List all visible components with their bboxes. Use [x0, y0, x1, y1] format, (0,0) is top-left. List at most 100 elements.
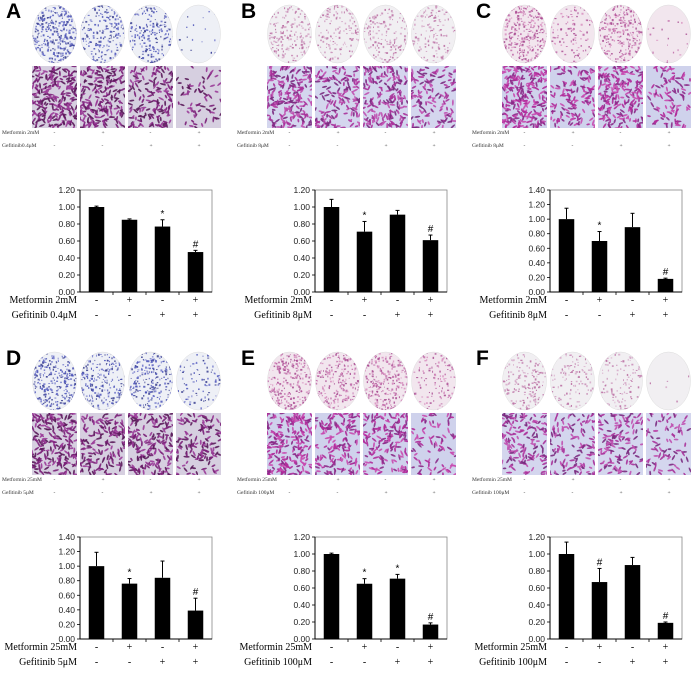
colony [373, 18, 375, 19]
colony [573, 33, 575, 34]
colony [33, 402, 34, 403]
colony [510, 58, 511, 59]
colony [297, 36, 298, 37]
colony [55, 367, 56, 368]
colony [287, 36, 288, 37]
colony [67, 408, 68, 409]
colony [339, 37, 341, 39]
colony [535, 60, 536, 62]
colony [115, 24, 117, 26]
colony [157, 49, 159, 50]
significance-mark: # [428, 224, 434, 235]
colony [47, 50, 49, 52]
colony [620, 17, 622, 18]
colony [538, 7, 539, 8]
colony [152, 32, 154, 34]
colony [43, 43, 44, 44]
colony [540, 51, 541, 52]
colony [143, 32, 144, 33]
colony [54, 12, 55, 13]
colony [519, 57, 520, 59]
colony [333, 41, 335, 42]
y-tick-label: 1.00 [528, 214, 545, 224]
colony [510, 60, 512, 62]
colony [517, 12, 519, 13]
colony [53, 366, 54, 368]
colony [55, 39, 57, 41]
colony [122, 61, 124, 63]
image-row-label: Metformin 2mM [2, 130, 39, 136]
colony [622, 54, 624, 56]
colony [430, 30, 431, 32]
colony [623, 59, 625, 61]
colony [326, 47, 327, 48]
colony [404, 35, 406, 37]
colony [539, 46, 541, 48]
colony [624, 22, 625, 23]
colony [389, 24, 390, 26]
colony [111, 10, 113, 11]
colony [89, 41, 91, 42]
colony [66, 7, 67, 9]
colony [33, 53, 35, 55]
colony [385, 39, 386, 41]
colony [442, 62, 443, 64]
colony [633, 33, 634, 34]
colony [118, 33, 120, 34]
colony [553, 22, 554, 24]
colony [295, 44, 297, 46]
colony [424, 12, 426, 13]
colony [116, 50, 118, 51]
colony [141, 36, 143, 37]
colony [64, 390, 65, 391]
colony [50, 29, 52, 31]
colony [382, 23, 384, 24]
colony [93, 56, 95, 58]
colony [66, 385, 67, 387]
colony [98, 57, 99, 58]
colony [35, 371, 36, 372]
colony [587, 39, 589, 40]
colony [44, 369, 46, 371]
colony [557, 37, 559, 38]
colony [394, 39, 396, 41]
colony [270, 23, 272, 25]
colony [284, 35, 286, 36]
colony [62, 397, 64, 398]
colony [50, 363, 51, 365]
colony [392, 19, 393, 20]
colony [317, 10, 319, 11]
colony [122, 24, 123, 25]
colony [439, 20, 440, 22]
colony [51, 23, 52, 24]
colony [537, 40, 539, 41]
colony [75, 44, 76, 45]
colony [402, 58, 404, 59]
colony [36, 5, 38, 6]
colony [602, 29, 604, 30]
colony [50, 25, 51, 26]
colony [75, 404, 76, 405]
colony [60, 35, 62, 37]
micrograph [29, 411, 79, 477]
colony [450, 49, 451, 50]
colony [61, 21, 63, 22]
colony [307, 8, 309, 10]
colony [633, 38, 635, 39]
colony [356, 10, 357, 12]
colony [122, 13, 123, 14]
colony [286, 48, 287, 49]
colony [38, 41, 40, 42]
colony [508, 44, 510, 46]
colony [156, 42, 158, 43]
well-image [364, 5, 409, 64]
colony [510, 50, 512, 52]
colony [290, 31, 292, 32]
colony [533, 25, 535, 27]
colony [98, 15, 99, 16]
colony [66, 38, 68, 40]
colony [572, 20, 574, 21]
colony [546, 62, 548, 64]
treatment-sign: - [128, 310, 131, 321]
colony [382, 62, 383, 64]
